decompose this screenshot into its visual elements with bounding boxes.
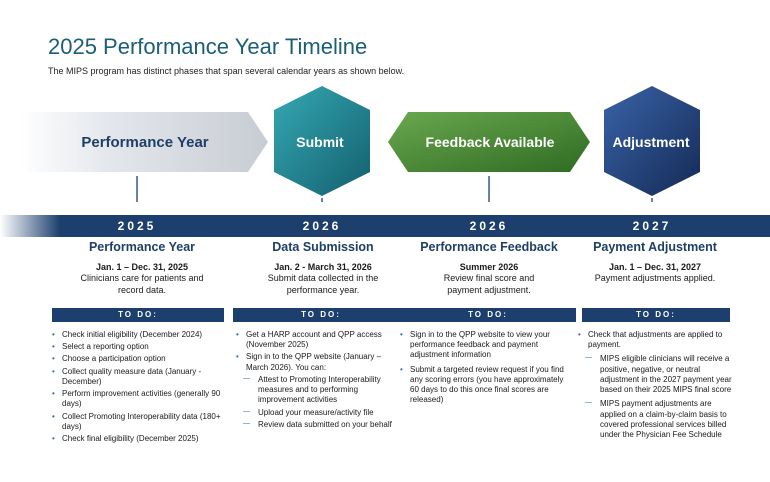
todo-list: Get a HARP account and QPP access (Novem… [236,330,396,432]
year-label: 2026 [469,219,509,233]
todo-header: TO DO: [582,308,730,322]
column-description: Payment adjustments applied. [594,273,716,283]
list-subitem: Attest to Promoting Interoperability mea… [236,375,396,406]
column-date: Jan. 1 – Dec. 31, 2025 [95,262,189,272]
performance-year-arrow [20,112,268,172]
todo-list: Sign in to the QPP website to view your … [400,330,572,408]
adjustment-label: Adjustment [612,134,690,150]
column-payment-adjustment: Payment Adjustment Jan. 1 – Dec. 31, 202… [572,240,738,285]
year-label: 2025 [117,219,157,233]
phase-shapes-graphic [20,86,700,215]
column-date: Jan. 2 - March 31, 2026 [274,262,372,272]
year-label: 2027 [632,219,672,233]
column-data-submission: Data Submission Jan. 2 - March 31, 2026 … [240,240,406,296]
list-subitem: Upload your measure/activity file [236,408,396,418]
column-date: Jan. 1 – Dec. 31, 2027 [608,262,702,272]
page-title: 2025 Performance Year Timeline [48,34,368,59]
list-item: Choose a participation option [52,354,224,364]
list-item: Select a reporting option [52,342,224,352]
column-title: Data Submission [272,240,374,254]
performance-year-label: Performance Year [81,134,209,151]
column-description: Clinicians care for patients and record … [80,273,204,295]
list-subitem: Review data submitted on your behalf [236,420,396,430]
list-item: Perform improvement activities (generall… [52,389,224,409]
list-item: Sign in to the QPP website to view your … [400,330,572,361]
todo-list: Check initial eligibility (December 2024… [52,330,224,446]
page-subtitle: The MIPS program has distinct phases tha… [48,66,405,76]
list-item: Get a HARP account and QPP access (Novem… [236,330,396,350]
year-band-fade [0,215,60,237]
column-title: Payment Adjustment [593,240,717,254]
list-item: Check initial eligibility (December 2024… [52,330,224,340]
feedback-hexagon [388,112,590,172]
column-description: Review final score and payment adjustmen… [443,273,535,295]
column-date: Summer 2026 [459,262,519,272]
submit-label: Submit [296,134,344,150]
phase-shapes: Performance Year Submit Feedback Availab… [0,84,770,215]
list-subitem: MIPS payment adjustments are applied on … [578,399,736,440]
adjustment-hexagon [604,86,700,196]
column-description: Submit data collected in the performance… [267,273,379,295]
todo-header: TO DO: [233,308,409,322]
column-title: Performance Feedback [420,240,558,254]
year-band [0,215,770,237]
list-item: Sign in to the QPP website (January – Ma… [236,352,396,372]
list-item: Check final eligibility (December 2025) [52,434,224,444]
list-item: Submit a targeted review request if you … [400,365,572,406]
submit-hexagon [274,86,370,196]
todo-list: Check that adjustments are applied to pa… [578,330,736,442]
column-performance-year: Performance Year Jan. 1 – Dec. 31, 2025 … [57,240,227,296]
year-label: 2026 [302,219,342,233]
todo-header: TO DO: [400,308,576,322]
list-item: Collect Promoting Interoperability data … [52,412,224,432]
list-subitem: MIPS eligible clinicians will receive a … [578,354,736,395]
feedback-label: Feedback Available [425,134,555,150]
list-item: Check that adjustments are applied to pa… [578,330,736,350]
todo-header: TO DO: [52,308,224,322]
column-performance-feedback: Performance Feedback Summer 2026 Review … [406,240,572,296]
column-title: Performance Year [88,240,196,254]
list-item: Collect quality measure data (January - … [52,367,224,387]
